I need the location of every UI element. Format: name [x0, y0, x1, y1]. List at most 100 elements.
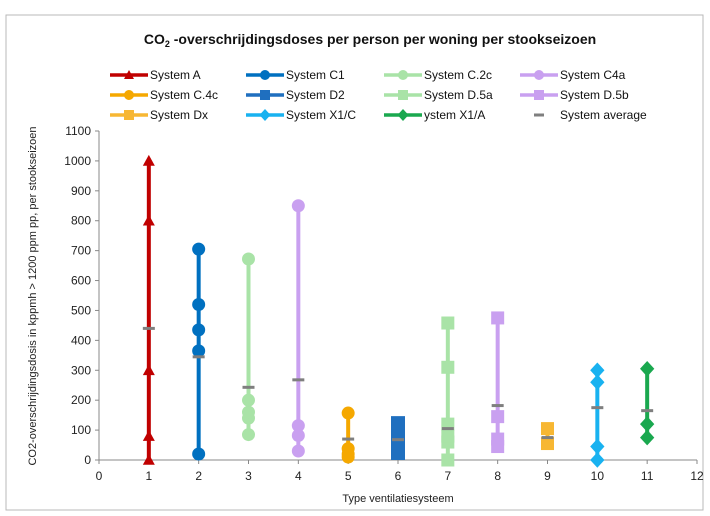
y-tick-label: 0	[84, 453, 91, 467]
data-point	[291, 199, 305, 213]
series-4	[291, 199, 305, 458]
y-tick-label: 100	[71, 423, 91, 437]
average-marker	[192, 355, 205, 359]
legend-marker	[534, 113, 544, 117]
average-marker	[242, 385, 255, 389]
chart-title-rest: -overschrijdingsdoses per person per won…	[170, 31, 596, 47]
y-tick-label: 1000	[64, 154, 91, 168]
y-tick-label: 400	[71, 333, 91, 347]
average-marker	[641, 409, 654, 413]
chart-frame	[5, 14, 704, 511]
data-point	[640, 360, 655, 377]
data-point	[491, 432, 505, 446]
legend-item: System D.5a	[384, 88, 493, 102]
legend-label: ystem X1/A	[424, 108, 485, 122]
data-point	[242, 428, 255, 442]
x-tick-label: 1	[145, 469, 152, 483]
y-tick-label: 600	[71, 274, 91, 288]
legend-label: System C4a	[560, 68, 626, 82]
plot-area	[142, 154, 655, 468]
x-tick-label: 2	[195, 469, 202, 483]
data-point	[441, 360, 455, 374]
series-8	[491, 311, 505, 454]
legend-label: System X1/C	[286, 108, 356, 122]
legend-label: System Dx	[150, 108, 208, 122]
legend-marker	[534, 70, 544, 80]
data-point	[541, 422, 554, 436]
legend-label: System C.4c	[150, 88, 218, 102]
legend-label: System D.5b	[560, 88, 629, 102]
series-10	[590, 362, 605, 468]
legend-marker	[260, 90, 270, 100]
series-6	[391, 416, 405, 460]
data-point	[341, 442, 355, 456]
data-point	[242, 405, 255, 419]
data-point	[491, 410, 505, 424]
legend-item: System A	[110, 68, 201, 82]
legend-marker	[534, 90, 544, 100]
chart-title-main: CO	[144, 31, 165, 47]
legend-item: ystem X1/A	[384, 108, 485, 122]
legend-item: System C.4c	[110, 88, 218, 102]
y-tick-label: 900	[71, 184, 91, 198]
legend-marker	[259, 109, 271, 121]
legend-label: System A	[150, 68, 201, 82]
legend-item: System D2	[246, 88, 345, 102]
data-point	[142, 454, 155, 465]
x-tick-label: 3	[245, 469, 252, 483]
average-marker	[491, 404, 504, 408]
x-tick-label: 9	[544, 469, 551, 483]
legend-item: System D.5b	[520, 88, 629, 102]
series-5	[341, 406, 355, 464]
y-tick-label: 800	[71, 214, 91, 228]
data-point	[192, 344, 206, 358]
legend-marker	[398, 70, 408, 80]
legend-marker	[397, 109, 409, 121]
x-tick-label: 12	[690, 469, 704, 483]
data-point	[291, 428, 305, 442]
data-point	[142, 430, 155, 441]
x-axis-title: Type ventilatiesysteem	[342, 493, 453, 505]
legend-item: System Dx	[110, 108, 208, 122]
chart-title: CO2 -overschrijdingsdoses per person per…	[144, 31, 596, 49]
x-tick-label: 4	[295, 469, 302, 483]
x-tick-label: 8	[494, 469, 501, 483]
legend-marker	[260, 70, 270, 80]
x-tick-label: 6	[395, 469, 402, 483]
data-point	[142, 214, 155, 226]
system-average-series	[142, 326, 654, 442]
x-tick-label: 0	[96, 469, 103, 483]
y-axis-title: CO2-overschrijdingsdosis in kppmh > 1200…	[27, 126, 39, 465]
data-point	[242, 252, 255, 266]
data-point	[341, 406, 355, 420]
legend-item: System C1	[246, 68, 345, 82]
data-point	[590, 438, 605, 455]
chart-title-subscript: 2	[165, 39, 170, 49]
data-point	[192, 297, 206, 311]
series-range-bar	[391, 416, 405, 460]
series-1	[142, 154, 155, 465]
legend-marker	[124, 70, 134, 79]
average-marker	[441, 427, 454, 431]
series-2	[192, 242, 206, 461]
legend-label: System C.2c	[424, 68, 492, 82]
data-point	[192, 447, 206, 461]
y-tick-label: 300	[71, 363, 91, 377]
legend-item: System average	[534, 108, 647, 122]
legend-item: System X1/C	[246, 108, 356, 122]
data-point	[491, 311, 505, 325]
data-point	[441, 316, 455, 330]
data-point	[441, 429, 455, 443]
average-marker	[142, 326, 155, 330]
data-point	[192, 242, 206, 256]
legend-item: System C.2c	[384, 68, 492, 82]
data-point	[142, 364, 155, 376]
y-tick-label: 700	[71, 244, 91, 258]
top-banner	[0, 0, 710, 14]
y-tick-label: 1100	[65, 124, 91, 138]
data-point	[590, 452, 605, 468]
legend-marker	[124, 110, 134, 120]
legend-label: System C1	[286, 68, 345, 82]
legend-marker	[124, 90, 134, 100]
